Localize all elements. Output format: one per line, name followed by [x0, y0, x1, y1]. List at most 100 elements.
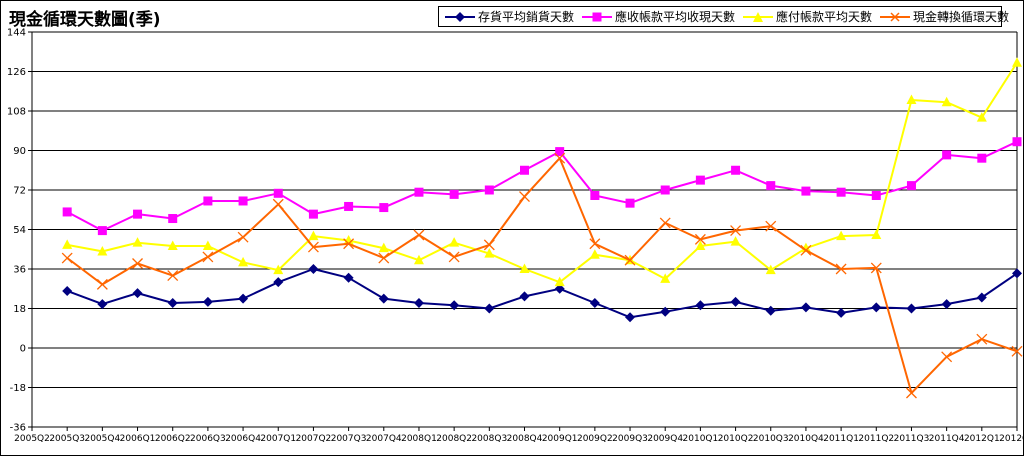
data-point-square	[133, 209, 143, 219]
data-point-x	[554, 152, 566, 164]
x-tick-label: 2008Q1	[401, 434, 437, 444]
x-tick-label: 2009Q3	[612, 434, 648, 444]
legend-item-inventory-days: 存貨平均銷貨天數	[445, 8, 574, 25]
data-point-x	[413, 229, 425, 241]
data-point-triangle	[519, 263, 530, 273]
data-point-x	[519, 191, 530, 203]
data-point-x	[870, 262, 882, 274]
data-point-square	[871, 190, 881, 200]
data-point-square	[695, 175, 705, 185]
legend-item-cash-cycle-days: 現金轉換循環天數	[880, 8, 1009, 25]
data-point-diamond	[589, 298, 600, 309]
x-tick-label: 2012Q2	[999, 434, 1023, 444]
data-point-square	[942, 150, 952, 160]
legend-marker-triangle-icon	[743, 11, 774, 22]
y-tick-label: 108	[7, 107, 26, 118]
data-point-square	[168, 214, 178, 224]
data-point-square	[414, 187, 424, 197]
data-point-triangle	[62, 239, 73, 249]
x-tick-label: 2011Q2	[858, 434, 894, 444]
legend-item-receivable-days: 應收帳款平均收現天數	[582, 8, 735, 25]
data-point-x	[272, 198, 284, 210]
x-tick-label: 2009Q1	[542, 434, 578, 444]
x-tick-label: 2010Q4	[788, 434, 824, 444]
data-point-x	[941, 351, 953, 363]
legend-marker-square-icon	[582, 12, 613, 21]
data-point-triangle	[449, 237, 460, 247]
data-point-diamond	[132, 288, 143, 299]
data-point-square	[731, 165, 741, 175]
data-point-triangle	[378, 242, 389, 253]
data-point-diamond	[449, 300, 460, 311]
data-point-triangle	[167, 240, 178, 250]
data-point-square	[590, 190, 600, 200]
data-point-x	[483, 239, 495, 251]
data-point-diamond	[906, 303, 917, 314]
data-point-diamond	[730, 296, 741, 307]
series-line	[66, 157, 1018, 394]
data-point-x	[624, 254, 636, 266]
x-tick-label: 2006Q3	[190, 434, 226, 444]
x-tick-label: 2007Q2	[296, 434, 332, 444]
series-line	[66, 268, 1018, 319]
x-tick-label: 2010Q3	[753, 434, 789, 444]
x-tick-label: 2008Q3	[471, 434, 507, 444]
x-tick-label: 2005Q2	[14, 434, 50, 444]
data-point-x	[237, 231, 249, 243]
data-point-square	[801, 186, 811, 196]
data-point-triangle	[1012, 57, 1022, 67]
data-point-diamond	[519, 291, 530, 302]
x-tick-label: 2005Q3	[49, 434, 85, 444]
y-tick-label: 36	[13, 265, 26, 276]
data-point-triangle	[554, 276, 565, 287]
data-point-x	[976, 333, 988, 345]
data-point-square	[273, 188, 283, 198]
x-tick-label: 2006Q2	[155, 434, 191, 444]
x-tick-label: 2008Q4	[507, 434, 543, 444]
data-point-triangle	[484, 248, 495, 258]
chart-title: 現金循環天數圖(季)	[9, 10, 161, 30]
data-point-x	[378, 252, 390, 264]
y-tick-label: 18	[13, 304, 26, 315]
data-point-triangle	[660, 273, 671, 283]
x-tick-label: 2010Q2	[718, 434, 754, 444]
data-point-x	[906, 387, 917, 399]
data-point-diamond	[202, 296, 213, 307]
series-line	[66, 140, 1018, 232]
data-point-diamond	[695, 300, 706, 311]
data-point-triangle	[238, 256, 249, 267]
data-point-x	[694, 233, 706, 245]
x-tick-label: 2011Q4	[929, 434, 965, 444]
data-point-x	[730, 225, 742, 237]
data-point-x	[765, 220, 777, 232]
data-point-triangle	[730, 236, 741, 246]
legend-label: 應收帳款平均收現天數	[615, 10, 736, 24]
data-point-square	[1012, 137, 1022, 147]
data-point-triangle	[202, 240, 213, 250]
data-point-triangle	[589, 249, 600, 259]
x-tick-label: 2007Q3	[331, 434, 367, 444]
x-tick-label: 2009Q4	[647, 434, 683, 444]
data-point-diamond	[167, 298, 178, 309]
legend-label: 應付帳款平均天數	[776, 10, 873, 24]
data-point-square	[484, 185, 494, 195]
data-point-x	[61, 252, 73, 264]
data-point-square	[308, 209, 318, 219]
legend-label: 現金轉換循環天數	[913, 10, 1010, 24]
data-point-square	[836, 187, 846, 197]
data-point-square	[238, 196, 248, 206]
legend-marker-x-icon	[880, 11, 911, 22]
x-tick-label: 2012Q1	[964, 434, 1000, 444]
data-point-x	[132, 258, 143, 269]
data-point-square	[906, 181, 916, 191]
y-tick-label: 126	[7, 67, 26, 78]
data-point-triangle	[273, 264, 284, 275]
data-point-square	[97, 226, 107, 236]
data-point-diamond	[62, 285, 73, 296]
data-point-x	[1011, 345, 1023, 357]
data-point-square	[625, 198, 635, 208]
legend-marker-diamond-icon	[445, 11, 475, 22]
data-point-x	[167, 270, 179, 282]
